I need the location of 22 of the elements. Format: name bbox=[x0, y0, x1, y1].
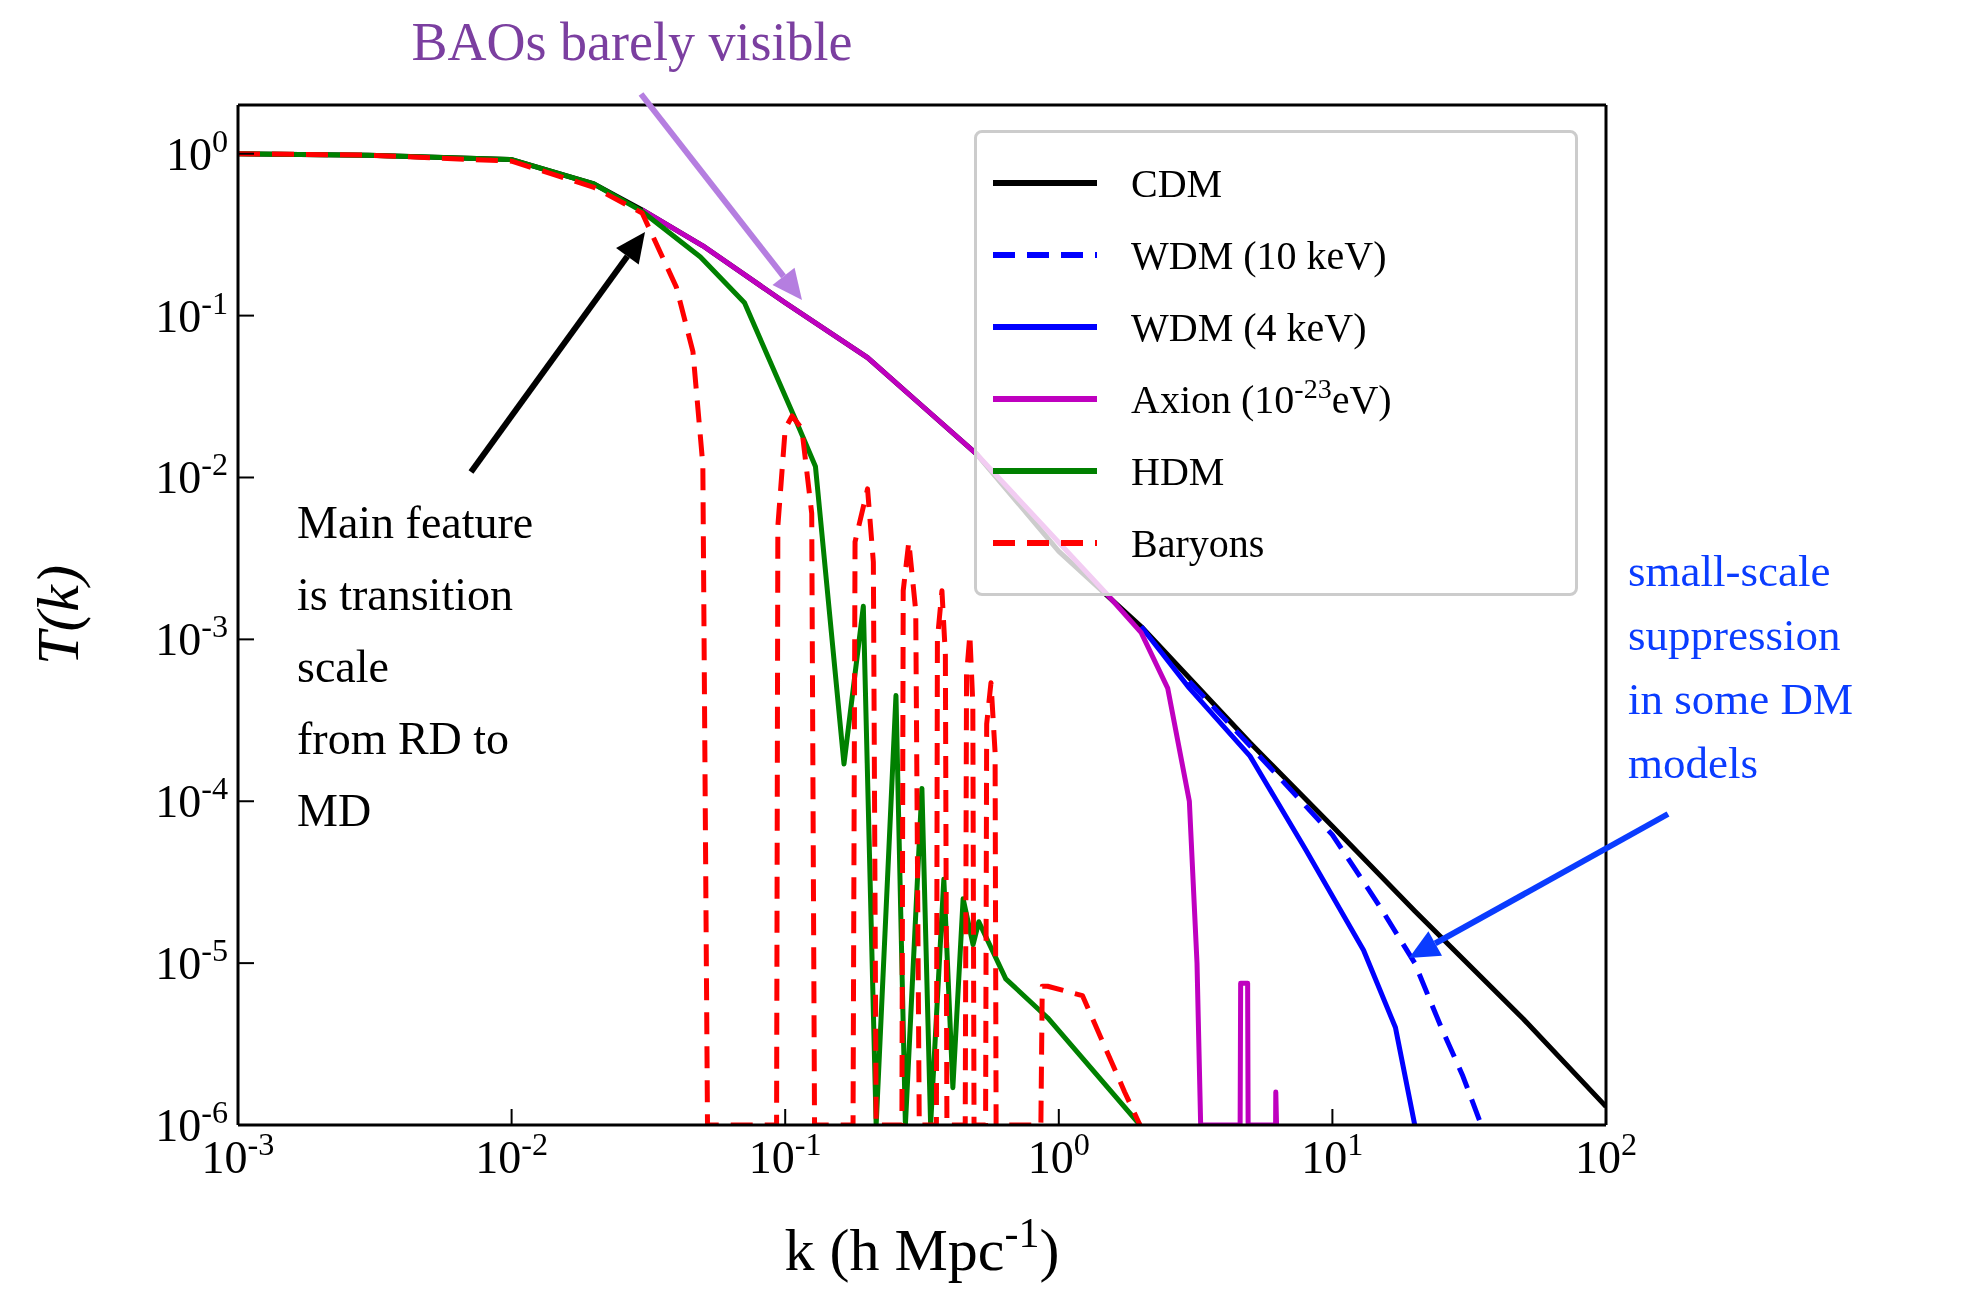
legend-label: CDM bbox=[1131, 161, 1223, 206]
legend-label: WDM (10 keV) bbox=[1131, 233, 1387, 278]
x-tick-label: 10$^{-1}$ bbox=[748, 1126, 822, 1183]
x-tick-label: 10$^{-2}$ bbox=[475, 1126, 549, 1183]
y-tick-label: 10$^{-2}$ bbox=[155, 446, 228, 504]
x-tick-label: 10$^{2}$ bbox=[1574, 1126, 1638, 1183]
y-axis-title: T(k) bbox=[25, 565, 91, 665]
y-tick-label: 10$^{-3}$ bbox=[155, 608, 228, 666]
annotation: Main feature is transition scale from RD to MD bbox=[297, 497, 534, 836]
y-tick-label: 10$^{-1}$ bbox=[155, 284, 228, 342]
text: BAOs barely visible bbox=[411, 12, 853, 72]
y-tick-label: 10$^{-4}$ bbox=[155, 770, 228, 828]
legend-label: WDM (4 keV) bbox=[1131, 305, 1367, 350]
text: small-scale suppression in some DM models bbox=[1628, 546, 1853, 788]
x-tick-label: 10$^{1}$ bbox=[1301, 1126, 1364, 1183]
x-tick-label: 10$^{0}$ bbox=[1027, 1126, 1090, 1183]
legend-label: HDM bbox=[1131, 449, 1225, 494]
x-axis-title: k (h Mpc$^{-1}$) bbox=[784, 1210, 1060, 1283]
legend-label: Baryons bbox=[1131, 521, 1265, 566]
y-tick-label: 10$^{0}$ bbox=[165, 122, 228, 180]
legend-label: Axion (10$^{-23}$eV) bbox=[1131, 372, 1392, 422]
y-tick-label: 10$^{-5}$ bbox=[155, 932, 228, 990]
